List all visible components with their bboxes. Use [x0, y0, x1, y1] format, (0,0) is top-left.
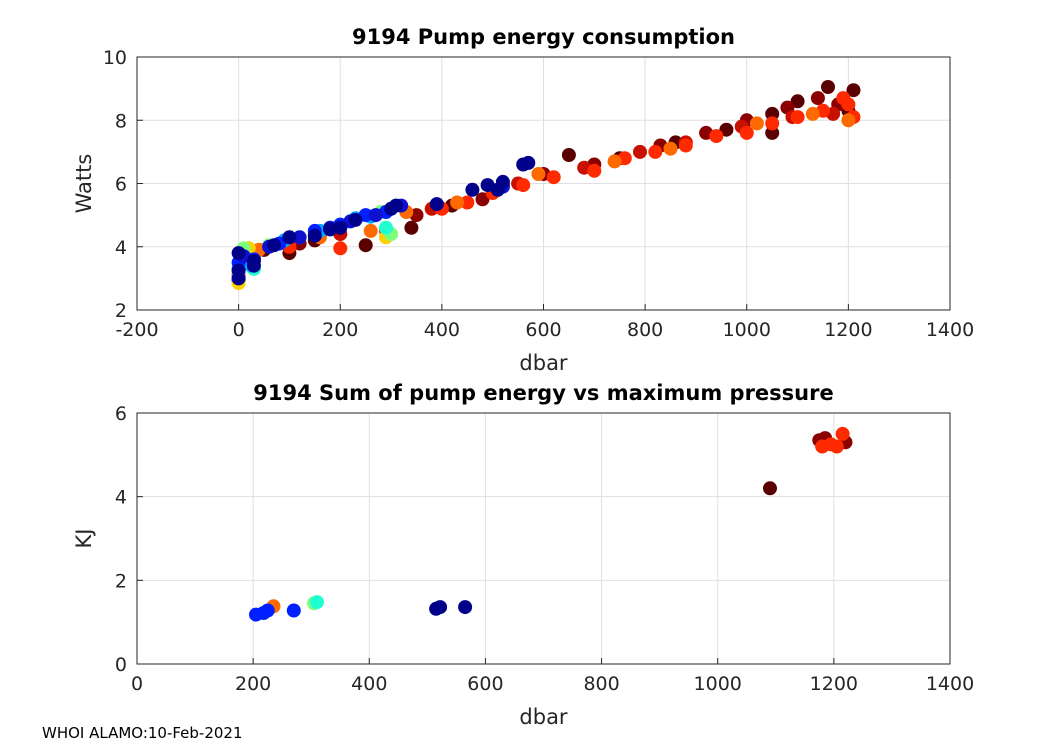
- x-tick-label: 1000: [723, 319, 771, 341]
- y-tick-label: 8: [115, 110, 127, 132]
- data-point: [829, 439, 844, 454]
- chart-title: 9194 Sum of pump energy vs maximum press…: [253, 381, 833, 405]
- data-point: [749, 116, 764, 131]
- chart-title: 9194 Pump energy consumption: [352, 25, 735, 49]
- data-point: [633, 144, 647, 159]
- data-point: [846, 83, 861, 98]
- data-point: [333, 241, 348, 256]
- x-tick-label: 1400: [926, 319, 974, 341]
- y-tick-label: 6: [115, 174, 127, 196]
- data-point: [841, 113, 856, 128]
- data-point: [460, 195, 475, 210]
- data-point: [561, 148, 576, 162]
- x-tick-label: 1000: [694, 673, 742, 695]
- x-tick-label: -200: [115, 319, 158, 341]
- data-point: [587, 163, 602, 178]
- data-point: [765, 116, 780, 131]
- y-tick-label: 0: [115, 654, 127, 676]
- data-point: [246, 254, 261, 268]
- data-point: [836, 91, 851, 106]
- data-point: [709, 129, 724, 144]
- y-tick-label: 10: [103, 47, 127, 69]
- data-point: [433, 600, 448, 615]
- plot-area: [137, 413, 950, 664]
- data-point: [546, 170, 561, 185]
- data-point: [516, 178, 531, 193]
- data-point: [450, 195, 465, 210]
- x-tick-label: 1400: [926, 673, 974, 695]
- y-axis-label: KJ: [72, 529, 96, 549]
- x-axis-label: dbar: [519, 351, 568, 375]
- data-point: [286, 603, 301, 618]
- x-tick-label: 0: [233, 319, 245, 341]
- data-point: [521, 155, 536, 170]
- x-tick-label: 400: [424, 319, 460, 341]
- x-tick-label: 0: [131, 673, 143, 695]
- data-point: [429, 197, 444, 212]
- x-tick-label: 600: [525, 319, 561, 341]
- data-point: [389, 198, 404, 213]
- data-point: [231, 271, 246, 286]
- data-point: [458, 600, 473, 615]
- data-point: [810, 91, 825, 106]
- data-point: [363, 223, 378, 238]
- data-point: [648, 144, 663, 159]
- data-point: [663, 141, 678, 156]
- y-axis-label: Watts: [72, 154, 96, 214]
- data-point: [790, 94, 805, 109]
- data-point: [719, 122, 734, 137]
- data-point: [310, 595, 324, 610]
- y-tick-label: 2: [115, 570, 127, 592]
- data-point: [821, 80, 835, 94]
- footer-caption: WHOI ALAMO:10-Feb-2021: [42, 724, 243, 742]
- data-point: [282, 230, 297, 245]
- x-tick-label: 1200: [824, 319, 872, 341]
- y-tick-label: 2: [115, 300, 127, 322]
- data-point: [348, 212, 363, 227]
- data-point: [763, 481, 777, 496]
- data-point: [805, 106, 820, 121]
- data-point: [465, 182, 480, 197]
- data-point: [490, 182, 505, 197]
- data-point: [739, 125, 754, 140]
- data-point: [292, 230, 307, 245]
- data-point: [368, 208, 383, 223]
- data-point: [307, 228, 322, 243]
- data-point: [379, 220, 393, 235]
- x-tick-label: 200: [322, 319, 358, 341]
- data-point: [267, 238, 282, 253]
- axes-frame: [136, 412, 951, 665]
- x-tick-label: 400: [351, 673, 387, 695]
- data-point: [531, 167, 546, 181]
- x-tick-label: 200: [235, 673, 271, 695]
- data-point: [835, 426, 850, 441]
- data-point: [260, 603, 275, 618]
- x-axis-label: dbar: [519, 705, 568, 729]
- data-point: [404, 220, 419, 235]
- x-tick-label: 800: [627, 319, 663, 341]
- x-tick-label: 1200: [810, 673, 858, 695]
- data-point: [231, 246, 246, 261]
- data-point: [358, 238, 373, 253]
- data-point: [333, 220, 348, 235]
- data-point: [678, 138, 693, 153]
- pump-energy-sum-axes: 0 200 400 600 800 1000 1200 1400 0 2 4 6 9194 Sum of…: [72, 381, 974, 729]
- y-tick-label: 4: [115, 487, 127, 509]
- x-tick-label: 800: [583, 673, 619, 695]
- x-tick-label: 600: [467, 673, 503, 695]
- y-tick-label: 4: [115, 237, 127, 259]
- data-point: [790, 110, 805, 125]
- pump-energy-axes: -200 0 200 400 600 800 1000 1200 1400 2 4 6 8 10 9194 …: [72, 25, 974, 375]
- data-point: [607, 154, 622, 169]
- y-tick-label: 6: [115, 403, 127, 425]
- data-point: [475, 192, 490, 207]
